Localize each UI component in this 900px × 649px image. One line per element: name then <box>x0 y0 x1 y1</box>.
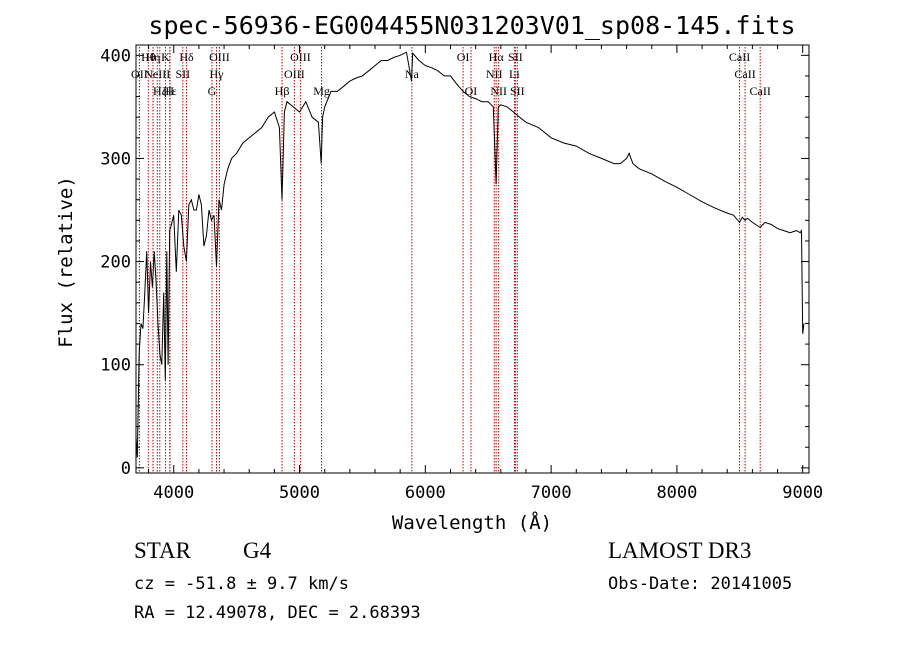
y-tick-label: 0 <box>121 459 131 479</box>
line-label: H <box>165 84 174 98</box>
line-label: Hδ <box>179 50 194 64</box>
line-label: OIII <box>209 50 230 64</box>
object-subclass: G4 <box>243 538 272 563</box>
spectrum-line <box>135 51 805 458</box>
object-type: STAR <box>134 538 191 563</box>
x-tick-label: 8000 <box>656 483 697 503</box>
line-label: Hη <box>146 50 161 64</box>
line-label: Li <box>509 67 520 81</box>
line-label: OI <box>465 84 478 98</box>
plot-frame <box>135 44 810 474</box>
y-axis-label: Flux (relative) <box>55 176 77 348</box>
y-tick-label: 300 <box>100 149 131 169</box>
line-label: Hε <box>163 84 177 98</box>
spectral-line-markers <box>138 47 761 473</box>
radial-velocity: cz = -51.8 ± 9.7 km/s <box>134 574 349 594</box>
line-label: OII <box>131 67 148 81</box>
line-label: Hα <box>489 50 505 64</box>
x-axis: 4000 5000 6000 7000 8000 9000 <box>148 45 823 503</box>
line-label: SII <box>508 50 523 64</box>
line-label: Mg <box>313 84 330 98</box>
sky-coordinates: RA = 12.49078, DEC = 2.68393 <box>134 603 421 623</box>
x-tick-label: 4000 <box>153 483 194 503</box>
line-label: Hθ <box>141 50 156 64</box>
line-label: CaII <box>750 84 771 98</box>
observation-date: Obs-Date: 20141005 <box>608 574 793 594</box>
line-label: Hζ <box>153 84 167 98</box>
x-tick-label: 9000 <box>782 483 823 503</box>
line-label: CaII <box>729 50 750 64</box>
line-label: NeIII <box>144 67 170 81</box>
line-label: Hβ <box>275 84 290 98</box>
line-label: OI <box>457 50 470 64</box>
line-label: K <box>161 50 170 64</box>
line-label: G <box>208 84 217 98</box>
x-axis-label: Wavelength (Å) <box>392 511 552 534</box>
line-label: Hγ <box>210 67 225 81</box>
y-tick-label: 100 <box>100 356 131 376</box>
line-label: NII <box>490 84 507 98</box>
line-label: OIII <box>284 67 305 81</box>
survey-release: LAMOST DR3 <box>608 538 752 563</box>
chart-title: spec-56936-EG004455N031203V01_sp08-145.f… <box>148 11 795 40</box>
y-tick-label: 400 <box>100 46 131 66</box>
x-tick-label: 7000 <box>531 483 572 503</box>
y-axis: 0 100 200 300 400 <box>100 46 809 479</box>
line-label: SII <box>510 84 525 98</box>
x-tick-label: 6000 <box>405 483 446 503</box>
line-label: SII <box>175 67 190 81</box>
line-label: OIII <box>290 50 311 64</box>
line-label: NII <box>486 67 503 81</box>
x-tick-label: 5000 <box>279 483 320 503</box>
y-tick-label: 200 <box>100 253 131 273</box>
line-label: CaII <box>734 67 755 81</box>
